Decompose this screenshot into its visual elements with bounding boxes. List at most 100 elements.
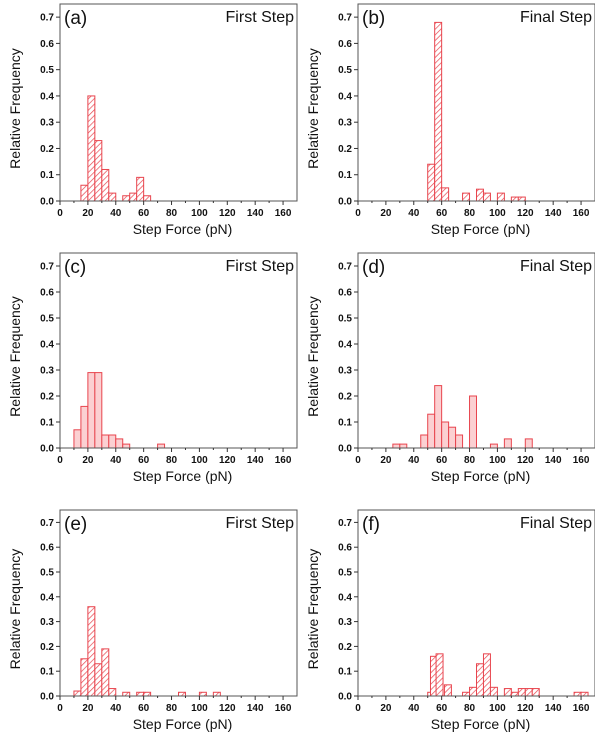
histogram-bar [87,372,96,449]
y-axis-label: Relative Frequency [305,296,321,417]
histogram-bar [94,372,103,449]
histogram-bar [441,421,450,449]
panel-title: Final Step [520,258,592,275]
y-tick-label: 0.2 [40,392,54,403]
x-tick-label: 80 [464,703,476,714]
y-tick-label: 0.0 [338,197,352,208]
x-tick-label: 20 [82,208,94,219]
x-tick-label: 160 [573,208,590,219]
x-tick-label: 160 [275,455,292,466]
y-tick-label: 0.1 [338,170,352,181]
y-tick-label: 0.6 [40,288,54,299]
x-tick-label: 120 [219,208,236,219]
x-tick-label: 100 [489,703,506,714]
x-tick-label: 60 [138,208,150,219]
x-tick-label: 40 [110,455,122,466]
histogram-bar [469,686,477,697]
histogram-bar [462,192,471,202]
x-tick-label: 20 [82,455,94,466]
chart-panel-a: 0 20 40 60 80 100 120 140 160 0.0 0.1 0.2 0.3 0.4 0.5 0… [7,3,298,237]
histogram-bar [94,663,103,697]
y-tick-label: 0.3 [40,118,54,129]
histogram-bar [476,188,484,202]
histogram-bar [143,691,152,697]
histogram-bar [101,648,110,697]
histogram-bar [420,434,429,449]
panel-label: (a) [64,8,87,29]
x-tick-label: 20 [380,703,392,714]
chart-panel-c: 0 20 40 60 80 100 120 140 160 0.0 0.1 0.2 0.3 0.4 0.5 0… [7,252,298,484]
histogram-bar [80,184,89,202]
y-axis-label: Relative Frequency [7,296,23,417]
x-axis-label: Step Force (pN) [431,468,531,484]
x-tick-label: 140 [545,455,562,466]
y-tick-label: 0.7 [40,518,54,529]
y-tick-label: 0.3 [40,366,54,377]
histogram-bar [178,691,186,697]
histogram-bar [476,663,484,697]
y-tick-label: 0.7 [338,518,352,529]
histogram-bar [80,405,89,449]
plot-frame [59,252,298,449]
x-tick-label: 0 [355,455,361,466]
histogram-bar [455,434,464,449]
y-tick-label: 0.6 [40,543,54,554]
chart-panel-b: 0 20 40 60 80 100 120 140 160 0.0 0.1 0.2 0.3 0.4 0.5 0… [305,3,595,237]
histogram-bar [503,438,512,449]
chart-panel-d: 0 20 40 60 80 100 120 140 160 0.0 0.1 0.2 0.3 0.4 0.5 0… [305,252,595,484]
x-tick-label: 40 [408,703,420,714]
y-tick-label: 0.4 [338,592,352,603]
histogram-bar [101,434,110,449]
histogram-bar [517,196,526,202]
y-tick-label: 0.2 [338,642,352,653]
x-tick-label: 40 [408,208,420,219]
histogram-bar [108,192,117,202]
x-tick-label: 60 [436,455,448,466]
x-tick-label: 40 [110,703,122,714]
x-tick-label: 60 [138,455,150,466]
histogram-bar [122,443,131,449]
histogram-bar [392,443,401,449]
histogram-bar [503,688,512,697]
panel-title: First Step [226,9,295,26]
y-tick-label: 0.4 [40,340,54,351]
histogram-bar [157,443,166,449]
histogram-bar [122,195,131,202]
histogram-bar [136,691,145,697]
y-tick-label: 0.3 [338,118,352,129]
x-tick-label: 160 [573,703,590,714]
histogram-bar [469,395,477,449]
x-tick-label: 120 [517,703,534,714]
histogram-bar [427,163,436,202]
x-tick-label: 80 [464,208,476,219]
histogram-bar [496,192,505,202]
x-axis-label: Step Force (pN) [133,468,233,484]
x-tick-label: 0 [57,208,63,219]
x-tick-label: 60 [436,703,448,714]
histogram-bar [524,438,533,449]
y-tick-label: 0.1 [338,418,352,429]
plot-frame [59,509,298,697]
panel-label: (b) [362,8,385,29]
histogram-bar [482,653,491,697]
histogram-bar [87,606,96,697]
y-tick-label: 0.1 [40,170,54,181]
histogram-bar [73,690,82,697]
y-tick-label: 0.0 [338,692,352,703]
panel-title: First Step [226,515,295,532]
y-tick-label: 0.7 [338,13,352,24]
histogram-bar [573,691,582,697]
histogram-bar [510,691,519,697]
y-tick-label: 0.4 [40,592,54,603]
plot-frame [59,3,298,202]
panel-title: First Step [226,258,295,275]
y-tick-label: 0.1 [338,667,352,678]
y-tick-label: 0.6 [338,543,352,554]
x-tick-label: 120 [219,703,236,714]
y-tick-label: 0.7 [338,262,352,273]
y-tick-label: 0.0 [40,444,54,455]
x-tick-label: 80 [464,455,476,466]
chart-panel-e: 0 20 40 60 80 100 120 140 160 0.0 0.1 0.2 0.3 0.4 0.5 0… [7,509,298,732]
histogram-bar [489,443,498,449]
y-tick-label: 0.0 [338,444,352,455]
